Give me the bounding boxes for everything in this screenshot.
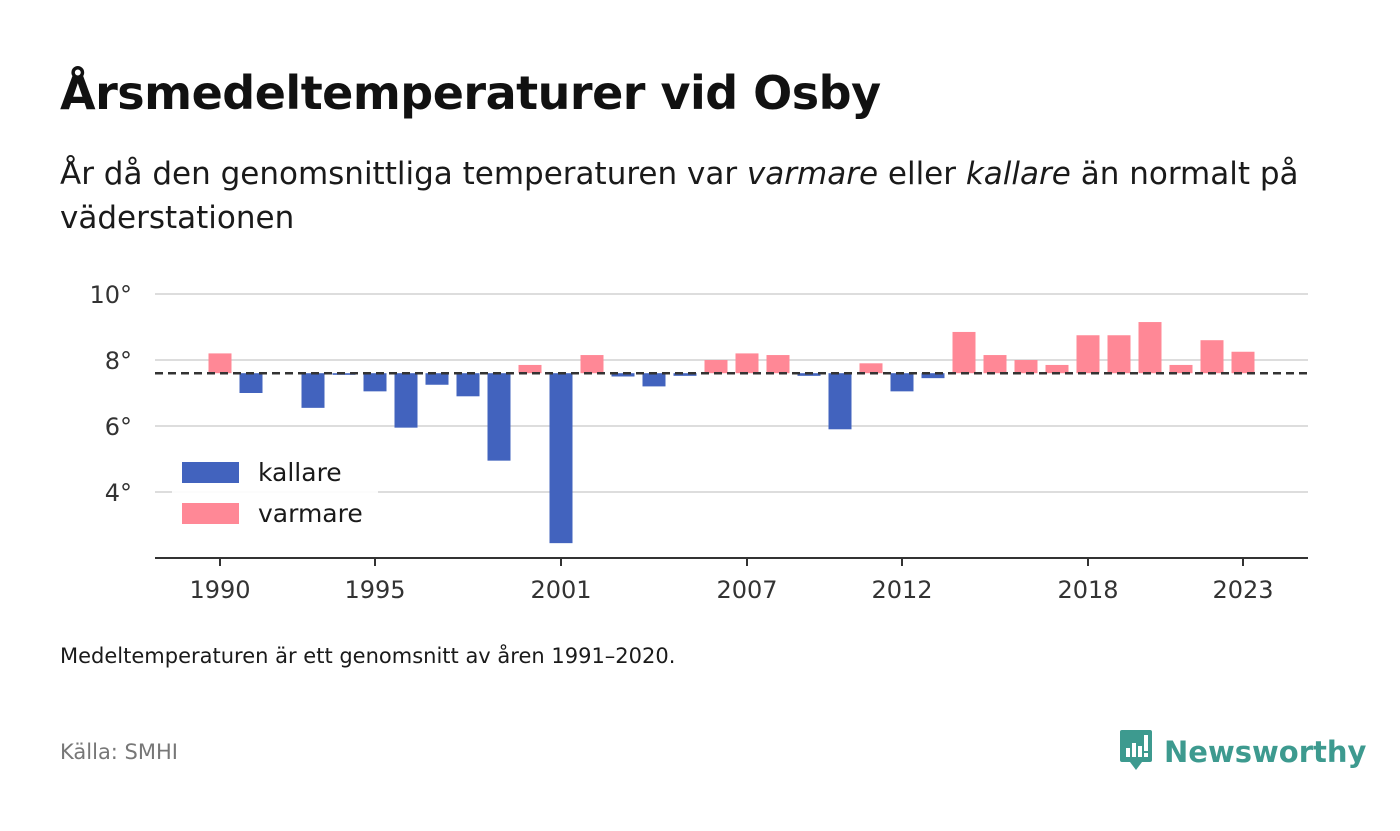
bar-colder [239, 373, 263, 393]
x-tick-label: 2012 [871, 576, 932, 604]
brand-logo: Newsworthy [1118, 728, 1366, 776]
x-tick-label: 2007 [716, 576, 777, 604]
bar-warmer [208, 353, 232, 374]
bar-colder [828, 373, 852, 430]
bar-warmer [952, 331, 976, 374]
bar-warmer [518, 364, 542, 374]
subtitle-emphasis-warmer: varmare [746, 156, 879, 192]
bar-colder [487, 373, 511, 461]
footnote: Medeltemperaturen är ett genomsnitt av å… [60, 644, 676, 668]
bar-colder [642, 373, 666, 387]
bar-warmer [983, 355, 1007, 374]
bar-warmer [1076, 335, 1100, 374]
x-tick-label: 1995 [344, 576, 405, 604]
y-tick-label: 8° [105, 347, 132, 375]
bar-warmer [766, 355, 790, 374]
bar-colder [394, 373, 418, 428]
bar-warmer [704, 360, 728, 374]
y-tick-label: 4° [105, 479, 132, 507]
subtitle-text-end: än normalt på väderstationen [60, 156, 1299, 236]
bar-colder [921, 373, 945, 379]
bar-colder [890, 373, 914, 392]
bar-warmer [580, 355, 604, 374]
x-tick-label: 2018 [1057, 576, 1118, 604]
bar-warmer [735, 353, 759, 374]
bar-warmer [1231, 351, 1255, 374]
newsworthy-logo-icon [1118, 728, 1154, 776]
subtitle-emphasis-colder: kallare [965, 156, 1071, 192]
bar-warmer [1014, 360, 1038, 374]
bar-colder [549, 373, 573, 544]
legend-label-colder: kallare [258, 458, 342, 487]
bar-colder [611, 373, 635, 377]
bar-warmer [1138, 322, 1162, 374]
x-tick-label: 2023 [1212, 576, 1273, 604]
brand-name: Newsworthy [1164, 735, 1367, 769]
bar-warmer [1045, 364, 1069, 374]
bar-warmer [1169, 364, 1193, 374]
subtitle-text-start: År då den genomsnittliga temperaturen va… [60, 156, 747, 192]
bar-warmer [1107, 335, 1131, 374]
bar-warmer [1200, 340, 1224, 374]
bar-colder [456, 373, 480, 397]
y-tick-label: 6° [105, 413, 132, 441]
bar-colder [425, 373, 449, 385]
legend-swatch-colder [182, 462, 239, 483]
legend-swatch-warmer [182, 503, 239, 524]
bar-colder [301, 373, 325, 408]
y-tick-label: 10° [89, 281, 132, 309]
source-text: Källa: SMHI [60, 740, 178, 764]
bar-colder [673, 373, 697, 376]
bar-colder [363, 373, 387, 392]
x-tick-label: 1990 [189, 576, 250, 604]
chart-title: Årsmedeltemperaturer vid Osby [60, 66, 881, 120]
x-tick-label: 2001 [530, 576, 591, 604]
bar-warmer [859, 363, 883, 374]
chart-subtitle: År då den genomsnittliga temperaturen va… [60, 152, 1340, 240]
bar-colder [797, 373, 821, 376]
subtitle-text-middle: eller [878, 156, 966, 192]
legend-label-warmer: varmare [258, 499, 363, 528]
